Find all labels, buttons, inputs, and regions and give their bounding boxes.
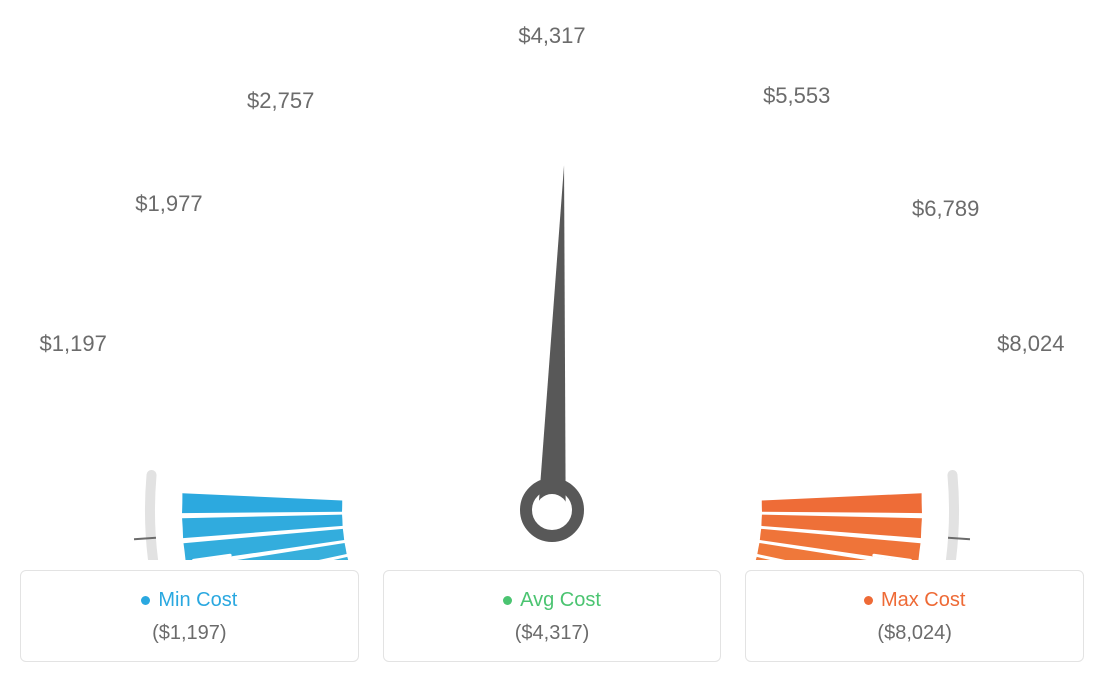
- legend-value-avg: ($4,317): [384, 622, 721, 645]
- scale-label: $5,553: [763, 83, 830, 109]
- legend-card-min: Min Cost ($1,197): [20, 570, 359, 662]
- gauge-needle: [526, 165, 578, 536]
- legend-card-max: Max Cost ($8,024): [745, 570, 1084, 662]
- legend-dot-max: [864, 596, 873, 605]
- legend-dot-min: [141, 596, 150, 605]
- scale-label: $4,317: [518, 23, 585, 49]
- legend-label-avg: Avg Cost: [520, 589, 601, 612]
- legend-value-max: ($8,024): [746, 622, 1083, 645]
- legend-title-min: Min Cost: [141, 589, 237, 612]
- scale-label: $8,024: [997, 331, 1064, 357]
- legend-label-min: Min Cost: [158, 589, 237, 612]
- legend-title-avg: Avg Cost: [503, 589, 601, 612]
- scale-label: $2,757: [247, 88, 314, 114]
- legend-value-min: ($1,197): [21, 622, 358, 645]
- cost-gauge-chart: $1,197 $1,977 $2,757 $4,317 $5,553 $6,789 $8,0…: [20, 20, 1084, 560]
- legend-row: Min Cost ($1,197) Avg Cost ($4,317) Max …: [20, 570, 1084, 662]
- legend-card-avg: Avg Cost ($4,317): [383, 570, 722, 662]
- legend-label-max: Max Cost: [881, 589, 965, 612]
- scale-label: $1,977: [135, 191, 202, 217]
- gauge-svg: [20, 20, 1084, 560]
- scale-label: $1,197: [40, 331, 107, 357]
- scale-label: $6,789: [912, 196, 979, 222]
- legend-title-max: Max Cost: [864, 589, 965, 612]
- legend-dot-avg: [503, 596, 512, 605]
